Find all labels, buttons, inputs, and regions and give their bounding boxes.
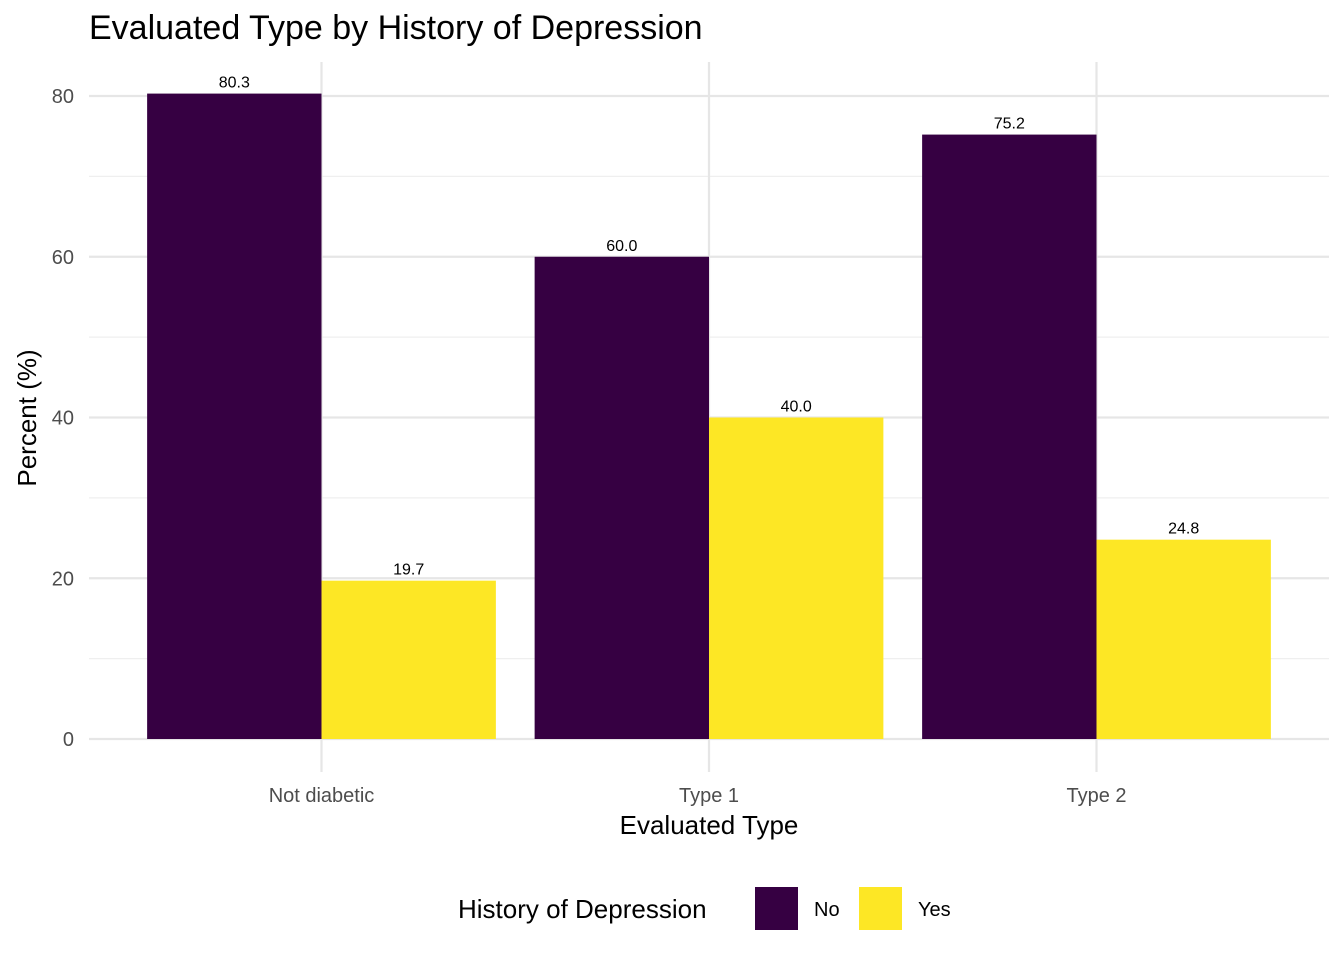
bar-no-1 [534,256,709,739]
bar-no-2 [922,134,1097,739]
x-tick-label: Not diabetic [269,785,375,807]
data-label: 75.2 [994,116,1025,133]
legend-key-no [755,887,798,930]
x-axis-ticks: Not diabetic Type 1 Type 2 [269,785,1127,807]
chart-title: Evaluated Type by History of Depression [89,9,703,47]
legend-label-yes: Yes [918,899,951,921]
data-label: 19.7 [393,562,424,579]
y-axis-ticks: 0 20 40 60 80 [52,86,74,751]
data-label: 80.3 [219,75,250,92]
y-tick-label: 20 [52,568,74,590]
data-label: 60.0 [606,238,637,255]
data-label: 40.0 [781,399,812,416]
y-tick-label: 60 [52,247,74,269]
x-tick-label: Type 2 [1066,785,1126,807]
y-tick-label: 40 [52,408,74,430]
data-label: 24.8 [1168,521,1199,538]
y-axis-title: Percent (%) [12,349,42,486]
bar-yes-2 [1096,539,1271,739]
bar-no-0 [147,93,322,740]
legend-key-yes [859,887,902,930]
bar-yes-1 [709,417,884,739]
legend-label-no: No [814,899,840,921]
y-tick-label: 0 [63,729,74,751]
y-tick-label: 80 [52,86,74,108]
x-axis-title: Evaluated Type [620,810,799,840]
bars [147,93,1271,740]
bar-yes-0 [321,580,496,739]
data-labels: 80.3 60.0 75.2 19.7 40.0 24.8 [219,75,1200,579]
legend: History of Depression No Yes [458,887,951,930]
x-tick-label: Type 1 [679,785,739,807]
legend-title: History of Depression [458,894,707,924]
